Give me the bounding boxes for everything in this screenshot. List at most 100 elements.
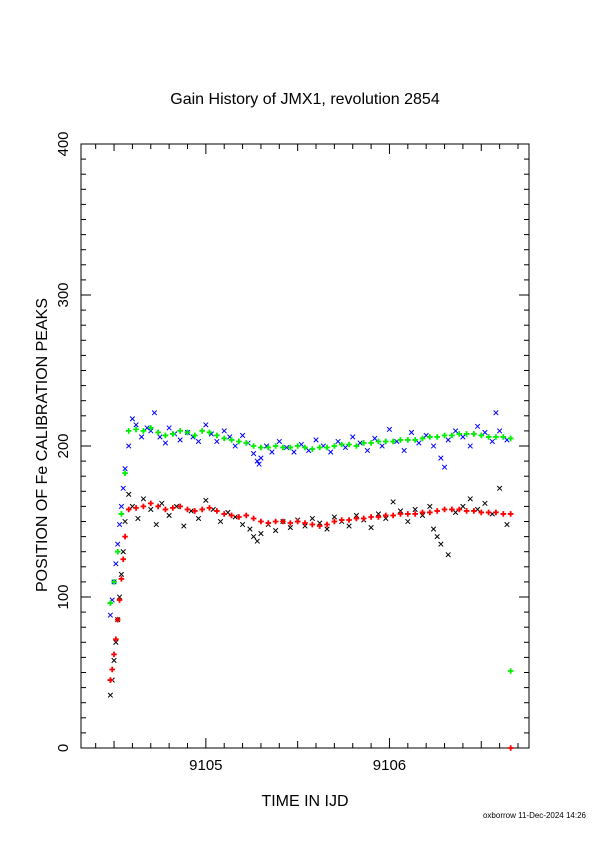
data-point (390, 438, 396, 445)
series-plus (107, 500, 514, 751)
data-point (496, 428, 503, 434)
data-point (372, 435, 378, 442)
data-point (192, 432, 198, 439)
data-point (162, 432, 169, 439)
data-point (485, 509, 492, 516)
data-point (195, 438, 202, 445)
data-point (324, 521, 330, 528)
data-point (114, 616, 121, 623)
data-point (126, 443, 132, 449)
data-point (107, 692, 114, 698)
data-point (239, 432, 246, 439)
data-point (111, 651, 117, 658)
data-point (438, 455, 444, 461)
data-point (386, 426, 393, 433)
data-point (162, 440, 169, 446)
axis-tick-labels: 0 100 200 300 400 9105 9106 (55, 131, 406, 774)
data-point (114, 548, 121, 555)
data-point (250, 450, 257, 457)
data-point (107, 612, 114, 618)
data-point (507, 668, 514, 674)
data-point (120, 549, 126, 555)
data-point (170, 431, 176, 437)
data-point (129, 416, 136, 422)
x-tick-label: 9105 (189, 757, 222, 774)
data-point (116, 597, 123, 603)
data-point (221, 428, 227, 434)
data-point (140, 496, 147, 502)
data-point (258, 518, 264, 525)
data-point (184, 506, 191, 513)
data-point (416, 440, 422, 446)
data-point (118, 503, 125, 510)
data-point (133, 505, 139, 511)
data-point (331, 514, 338, 520)
data-point (147, 500, 154, 507)
data-point (113, 639, 119, 645)
data-point (445, 437, 451, 443)
data-point (118, 576, 125, 582)
data-point (507, 435, 514, 442)
data-point (375, 514, 382, 520)
data-point (316, 444, 323, 451)
data-point (302, 444, 308, 451)
data-point (170, 505, 176, 511)
data-point (346, 523, 352, 529)
data-point (408, 429, 415, 436)
data-point (120, 485, 126, 491)
data-point (368, 524, 374, 531)
data-point (250, 515, 257, 522)
data-point (441, 506, 448, 513)
data-point (243, 440, 250, 446)
data-point (162, 506, 169, 513)
data-point (353, 515, 360, 522)
data-point (309, 446, 316, 452)
data-point (236, 514, 242, 520)
data-point (247, 526, 253, 532)
data-point (272, 527, 279, 534)
data-point (471, 431, 477, 437)
data-point (478, 432, 485, 439)
data-point (482, 429, 488, 436)
data-point (309, 521, 316, 528)
data-point (147, 425, 154, 431)
data-point (177, 428, 183, 434)
data-point (463, 508, 470, 514)
data-point (254, 538, 260, 544)
data-point (287, 444, 294, 451)
data-point (504, 521, 510, 528)
data-point (111, 657, 117, 664)
data-point (419, 435, 426, 442)
data-point (177, 437, 183, 443)
footer-stamp: oxborrow 11-Dec-2024 14:26 (483, 811, 587, 820)
data-point (382, 512, 389, 519)
data-point (368, 440, 374, 446)
data-point (364, 447, 371, 454)
data-point (116, 521, 123, 528)
data-point (199, 428, 205, 434)
data-point (155, 429, 161, 436)
data-point (379, 443, 385, 449)
data-point (228, 437, 235, 443)
data-point (294, 443, 301, 449)
data-point (438, 541, 444, 547)
data-point (199, 506, 205, 513)
data-point (239, 521, 246, 528)
data-point (148, 428, 154, 434)
data-point (265, 444, 272, 451)
data-point (126, 491, 132, 497)
data-point (375, 511, 382, 517)
data-point (276, 438, 282, 445)
data-point (122, 533, 128, 540)
data-point (471, 508, 477, 514)
data-point (430, 526, 437, 532)
data-point (287, 520, 294, 526)
data-point (118, 511, 125, 517)
data-point (206, 505, 213, 511)
data-point (250, 533, 257, 540)
data-point (236, 438, 242, 445)
data-point (460, 503, 466, 510)
data-point (441, 432, 448, 439)
data-point (456, 506, 463, 513)
